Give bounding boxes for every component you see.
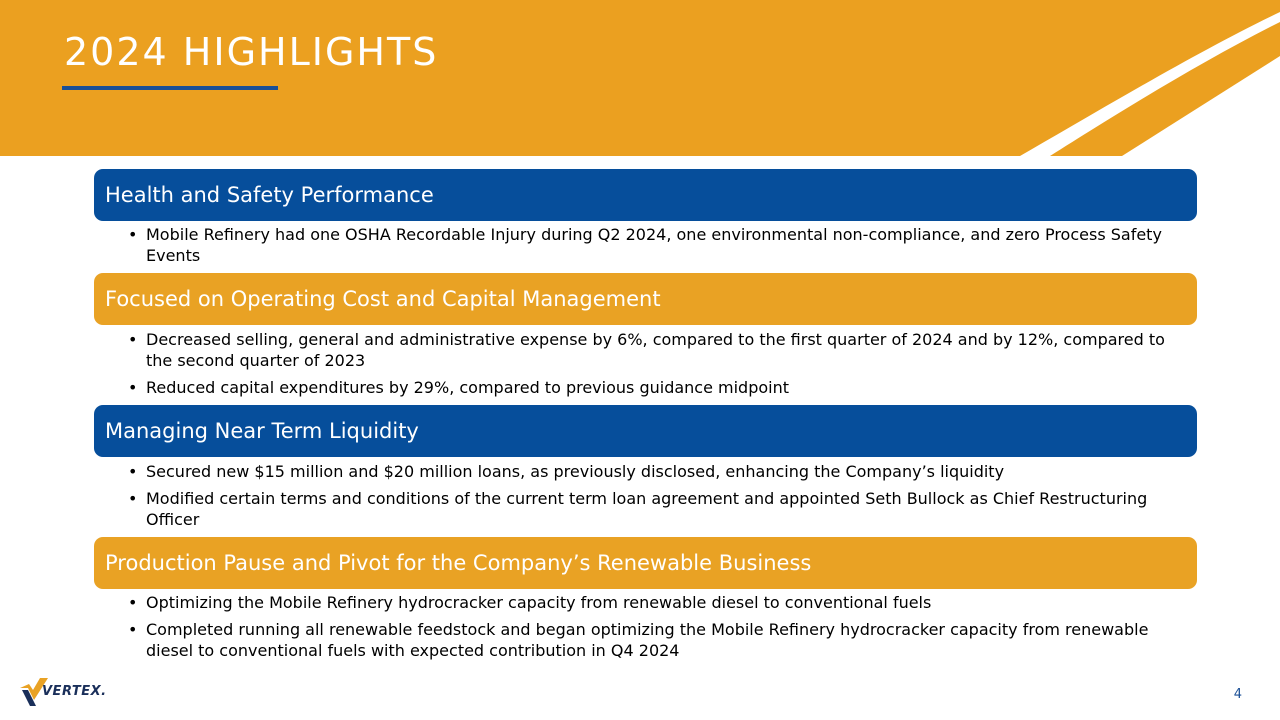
bullet-item: • Mobile Refinery had one OSHA Recordabl… (128, 224, 1178, 266)
banner-graphic (0, 0, 1280, 156)
bullet-item: • Optimizing the Mobile Refinery hydrocr… (128, 592, 1178, 613)
bullet-text: Completed running all renewable feedstoc… (146, 620, 1149, 660)
bullet-item: • Modified certain terms and conditions … (128, 488, 1178, 530)
bullet-dot-icon: • (128, 593, 138, 612)
section-header-health-safety: Health and Safety Performance (94, 169, 1197, 221)
title-underline (62, 86, 278, 90)
section-header-liquidity: Managing Near Term Liquidity (94, 405, 1197, 457)
bullet-text: Optimizing the Mobile Refinery hydrocrac… (146, 593, 932, 612)
vertex-logo-text: VERTEX. (42, 684, 107, 699)
header-banner (0, 0, 1280, 156)
bullet-item: • Secured new $15 million and $20 millio… (128, 461, 1178, 482)
vertex-checkmark-logo-icon (20, 678, 48, 706)
page-number: 4 (1233, 687, 1242, 702)
bullet-text: Mobile Refinery had one OSHA Recordable … (146, 225, 1162, 265)
bullet-text: Secured new $15 million and $20 million … (146, 462, 1005, 481)
bullet-text: Modified certain terms and conditions of… (146, 489, 1148, 529)
bullet-dot-icon: • (128, 378, 138, 397)
bullet-dot-icon: • (128, 462, 138, 481)
bullet-text: Decreased selling, general and administr… (146, 330, 1165, 370)
bullet-item: • Reduced capital expenditures by 29%, c… (128, 377, 1178, 398)
bullet-dot-icon: • (128, 620, 138, 639)
page-title: 2024 HIGHLIGHTS (64, 30, 439, 74)
section-header-renewable: Production Pause and Pivot for the Compa… (94, 537, 1197, 589)
section-header-operating-cost: Focused on Operating Cost and Capital Ma… (94, 273, 1197, 325)
bullet-item: • Completed running all renewable feedst… (128, 619, 1178, 661)
bullet-text: Reduced capital expenditures by 29%, com… (146, 378, 790, 397)
bullet-dot-icon: • (128, 330, 138, 349)
bullet-item: • Decreased selling, general and adminis… (128, 329, 1178, 371)
bullet-dot-icon: • (128, 225, 138, 244)
bullet-dot-icon: • (128, 489, 138, 508)
